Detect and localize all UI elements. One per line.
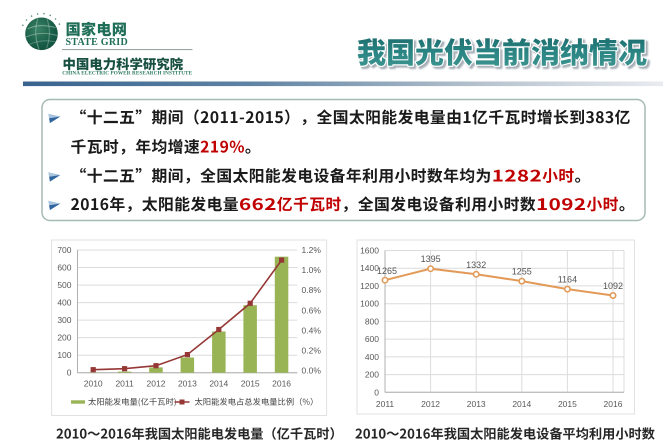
svg-text:CHINA ELECTRIC POWER RESEARCH: CHINA ELECTRIC POWER RESEARCH INSTITUTE [62,70,192,76]
svg-text:500: 500 [57,280,71,290]
svg-text:2011: 2011 [376,399,395,409]
svg-text:1400: 1400 [360,263,379,273]
svg-text:1.0%: 1.0% [302,265,322,275]
svg-text:1092: 1092 [603,281,623,291]
svg-text:700: 700 [57,245,71,255]
svg-text:1200: 1200 [360,281,379,291]
svg-text:300: 300 [57,315,71,325]
svg-text:1.2%: 1.2% [302,245,322,255]
svg-text:STATE GRID: STATE GRID [66,37,128,48]
svg-text:2011: 2011 [115,379,134,389]
svg-text:1395: 1395 [421,254,441,264]
svg-text:0.0%: 0.0% [302,366,322,376]
svg-text:600: 600 [57,263,71,273]
svg-text:0.2%: 0.2% [302,346,322,356]
svg-text:0: 0 [67,368,72,378]
svg-text:1255: 1255 [512,267,532,277]
svg-text:0.8%: 0.8% [302,285,322,295]
svg-text:2016: 2016 [272,379,291,389]
svg-text:2013: 2013 [467,399,486,409]
svg-text:400: 400 [365,352,379,362]
svg-text:400: 400 [57,298,71,308]
svg-text:600: 600 [365,334,379,344]
svg-text:0.4%: 0.4% [302,326,322,336]
svg-text:2015: 2015 [558,399,577,409]
svg-text:800: 800 [365,316,379,326]
svg-text:0.6%: 0.6% [302,305,322,315]
svg-text:2015: 2015 [241,379,260,389]
svg-text:1332: 1332 [466,260,486,270]
svg-text:1000: 1000 [360,299,379,309]
svg-text:2014: 2014 [512,399,531,409]
svg-text:2010: 2010 [84,379,103,389]
svg-text:1164: 1164 [558,275,577,285]
svg-text:2016: 2016 [604,399,623,409]
svg-text:100: 100 [57,350,71,360]
svg-text:0: 0 [374,387,379,397]
svg-text:2013: 2013 [178,379,197,389]
svg-text:200: 200 [57,333,71,343]
svg-text:2014: 2014 [209,379,228,389]
svg-text:2012: 2012 [147,379,166,389]
svg-text:1600: 1600 [360,246,379,256]
svg-text:1265: 1265 [377,266,397,276]
svg-text:200: 200 [365,370,379,380]
svg-text:2012: 2012 [421,399,440,409]
